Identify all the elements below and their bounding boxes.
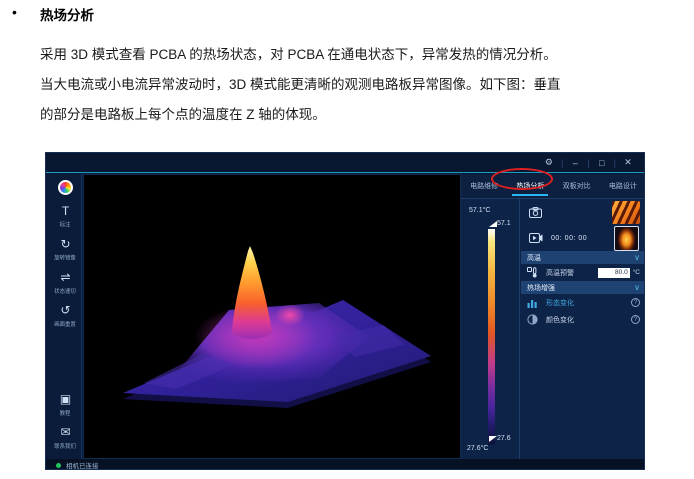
camera-icon[interactable] — [529, 206, 542, 218]
reset-circular-arrow-icon: ↺ — [60, 303, 71, 317]
scale-max-label: 57.1°C — [469, 207, 491, 214]
scale-max-marker-value: 57.1 — [497, 220, 511, 227]
chevron-down-icon[interactable]: ∨ — [634, 252, 640, 262]
state-switch-tool[interactable]: ⇌ 状态速切 — [53, 271, 77, 295]
tab-bar: 电路维修 热场分析 双板对比 电路设计 — [461, 168, 644, 199]
high-temp-section-title: 高温 — [527, 254, 541, 262]
close-button[interactable]: ✕ — [624, 157, 632, 167]
annotate-T-icon: T — [61, 204, 70, 218]
high-temp-section-header[interactable]: 高温 ∨ — [521, 251, 644, 264]
app-body: T 标注 ↻ 旋转镜像 ⇌ 状态速切 ↺ 画面重置 ▣ 教 — [46, 168, 644, 459]
rotate-mirror-tool[interactable]: ↻ 旋转镜像 — [53, 238, 77, 262]
state-switch-label: 状态速切 — [54, 289, 77, 295]
scale-min-marker-value: 27.6 — [497, 435, 511, 442]
thermal-snapshot-thumbnail[interactable] — [612, 201, 640, 224]
thermal-enhance-section-title: 热场增强 — [527, 284, 555, 292]
settings-gear-icon[interactable]: ⚙ — [544, 157, 553, 167]
connection-status-dot — [56, 462, 61, 468]
rotate-icon: ↻ — [60, 237, 71, 251]
temperature-scale: 57.1°C 57.1 27.6 27.6°C — [461, 199, 520, 459]
swap-arrows-icon: ⇌ — [60, 270, 71, 284]
scale-max-marker-icon[interactable] — [489, 221, 497, 227]
celsius-unit-label: °C — [632, 269, 640, 276]
thermometer-icon — [527, 267, 537, 278]
color-change-icon — [527, 314, 538, 325]
connection-status-text: 相机已连接 — [66, 463, 99, 470]
list-bullet: • — [12, 4, 17, 20]
scale-min-label: 27.6°C — [467, 445, 489, 452]
right-panel: 电路维修 热场分析 双板对比 电路设计 57.1°C 57.1 27.6 27.… — [461, 168, 644, 459]
palette-color-wheel-icon[interactable] — [58, 180, 73, 195]
thermal-3d-viewport[interactable] — [83, 174, 461, 459]
tab-circuit-repair[interactable]: 电路维修 — [470, 183, 499, 190]
titlebar-divider: | — [613, 157, 616, 168]
contact-us-tool[interactable]: ✉ 联系我们 — [53, 426, 77, 450]
high-temp-threshold-input[interactable] — [597, 267, 630, 278]
view-reset-tool[interactable]: ↺ 画面重置 — [53, 304, 77, 328]
tab-thermal-analysis[interactable]: 热场分析 — [512, 177, 549, 196]
thermal-app-window: ⚙ | – | □ | ✕ T 标注 ↻ 旋转镜像 ⇌ — [45, 152, 645, 470]
section-heading: 热场分析 — [40, 8, 94, 23]
thermal-enhance-section-header[interactable]: 热场增强 ∨ — [521, 281, 644, 294]
record-timer: 00: 00: 00 — [551, 234, 588, 242]
bar-chart-icon — [527, 299, 537, 308]
envelope-icon: ✉ — [60, 425, 71, 439]
titlebar-divider: | — [587, 157, 590, 168]
tab-board-compare[interactable]: 双板对比 — [562, 183, 591, 190]
tab-circuit-design[interactable]: 电路设计 — [608, 183, 637, 190]
left-toolbar: T 标注 ↻ 旋转镜像 ⇌ 状态速切 ↺ 画面重置 ▣ 教 — [50, 174, 82, 459]
tutorial-tool[interactable]: ▣ 教程 — [59, 393, 71, 417]
annotate-tool[interactable]: T 标注 — [59, 205, 71, 229]
color-change-row[interactable]: 颜色变化 ? — [521, 311, 644, 328]
status-bar: 相机已连接 — [46, 459, 644, 470]
high-temp-warning-row: 高温预警 °C — [521, 264, 644, 281]
paragraph: 采用 3D 模式查看 PCBA 的热场状态，对 PCBA 在通电状态下，异常发热… — [40, 40, 670, 130]
record-row: 00: 00: 00 — [521, 225, 644, 251]
shape-change-row[interactable]: 形态变化 ? — [521, 294, 644, 311]
paragraph-line: 当大电流或小电流异常波动时，3D 模式能更清晰的观测电路板异常图像。如下图：垂直 — [40, 77, 561, 92]
scale-min-marker-icon[interactable] — [489, 436, 497, 442]
info-icon[interactable]: ? — [631, 298, 640, 307]
controls-column: 00: 00: 00 高温 ∨ 高温预警 — [521, 199, 644, 459]
info-icon[interactable]: ? — [631, 315, 640, 324]
snapshot-row — [521, 199, 644, 225]
high-temp-warning-label: 高温预警 — [546, 269, 574, 277]
paragraph-line: 的部分是电路板上每个点的温度在 Z 轴的体现。 — [40, 107, 326, 122]
rotate-label: 旋转镜像 — [54, 256, 77, 262]
titlebar: ⚙ | – | □ | ✕ — [46, 153, 644, 173]
view-reset-label: 画面重置 — [54, 322, 77, 328]
tutorial-screen-icon: ▣ — [59, 392, 72, 406]
shape-change-label: 形态变化 — [546, 299, 574, 307]
titlebar-divider: | — [560, 157, 564, 168]
paragraph-line: 采用 3D 模式查看 PCBA 的热场状态，对 PCBA 在通电状态下，异常发热… — [40, 47, 557, 62]
maximize-button[interactable]: □ — [598, 157, 605, 168]
color-change-label: 颜色变化 — [546, 316, 574, 324]
thermal-record-thumbnail[interactable] — [614, 226, 639, 251]
color-gradient-bar — [488, 229, 495, 445]
contact-us-label: 联系我们 — [54, 444, 77, 450]
thermal-3d-surface — [84, 175, 460, 458]
chevron-down-icon[interactable]: ∨ — [634, 282, 640, 292]
minimize-button[interactable]: – — [572, 157, 578, 168]
video-record-icon[interactable] — [529, 233, 543, 243]
tutorial-label: 教程 — [60, 411, 71, 417]
annotate-label: 标注 — [60, 223, 71, 229]
